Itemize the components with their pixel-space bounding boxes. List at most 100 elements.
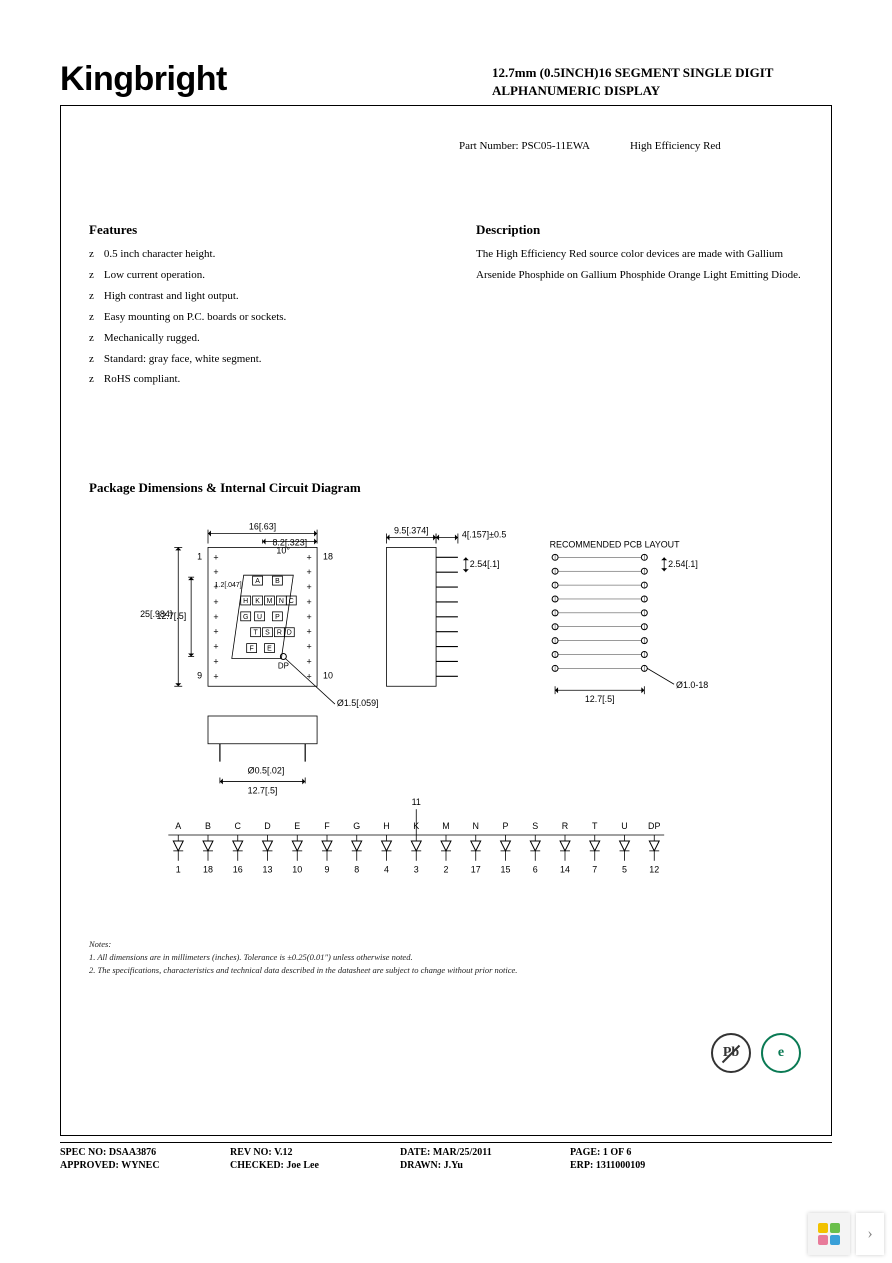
feature-item: Standard: gray face, white segment. — [89, 349, 416, 370]
note-2: 2. The specifications, characteristics a… — [89, 964, 803, 977]
svg-text:1.2[.047]: 1.2[.047] — [215, 582, 242, 589]
svg-text:DP: DP — [278, 662, 289, 671]
page-no: PAGE: 1 OF 6 — [570, 1147, 710, 1158]
svg-text:+: + — [307, 582, 312, 592]
svg-text:G: G — [243, 614, 248, 621]
svg-text:7: 7 — [592, 865, 597, 875]
svg-text:DP: DP — [648, 821, 660, 831]
drawn: DRAWN: J.Yu — [400, 1160, 540, 1171]
datasheet-page: Kingbright 12.7mm (0.5INCH)16 SEGMENT SI… — [0, 0, 892, 1263]
svg-text:17: 17 — [471, 865, 481, 875]
note-1: 1. All dimensions are in millimeters (in… — [89, 951, 803, 964]
svg-text:10°: 10° — [276, 546, 290, 556]
svg-text:+: + — [213, 568, 218, 578]
rev-no: REV NO: V.12 — [230, 1147, 370, 1158]
svg-text:H: H — [243, 598, 248, 605]
svg-text:+: + — [213, 597, 218, 607]
svg-text:9: 9 — [197, 671, 202, 681]
svg-text:+: + — [307, 672, 312, 682]
part-number: Part Number: PSC05-11EWA — [459, 140, 590, 152]
rohs-icon: e — [761, 1033, 801, 1073]
header-row: Kingbright 12.7mm (0.5INCH)16 SEGMENT SI… — [60, 60, 832, 99]
svg-text:1: 1 — [176, 865, 181, 875]
svg-text:A: A — [255, 578, 260, 585]
description-heading: Description — [476, 222, 803, 238]
features-list: 0.5 inch character height.Low current op… — [89, 244, 416, 390]
svg-text:2.54[.1]: 2.54[.1] — [470, 560, 500, 570]
svg-text:4[.157]±0.5: 4[.157]±0.5 — [462, 530, 507, 540]
svg-text:C: C — [235, 821, 242, 831]
svg-text:9.5[.374]: 9.5[.374] — [394, 526, 429, 536]
svg-text:+: + — [213, 627, 218, 637]
brand-logo: Kingbright — [60, 60, 227, 99]
svg-text:2.54[.1]: 2.54[.1] — [668, 560, 698, 570]
approved: APPROVED: WYNEC — [60, 1160, 200, 1171]
svg-text:+: + — [307, 627, 312, 637]
svg-text:P: P — [275, 614, 280, 621]
svg-text:F: F — [324, 821, 330, 831]
svg-text:+: + — [307, 657, 312, 667]
svg-text:14: 14 — [560, 865, 570, 875]
svg-text:D: D — [287, 630, 292, 637]
svg-text:D: D — [264, 821, 270, 831]
svg-text:3: 3 — [414, 865, 419, 875]
svg-text:T: T — [592, 821, 598, 831]
svg-text:K: K — [255, 598, 260, 605]
svg-text:B: B — [275, 578, 280, 585]
svg-text:+: + — [307, 612, 312, 622]
svg-text:+: + — [307, 642, 312, 652]
svg-text:8: 8 — [354, 865, 359, 875]
svg-text:9: 9 — [325, 865, 330, 875]
svg-text:Ø1.0-18: Ø1.0-18 — [676, 681, 708, 691]
svg-text:+: + — [213, 612, 218, 622]
checked: CHECKED: Joe Lee — [230, 1160, 370, 1171]
svg-text:13: 13 — [263, 865, 273, 875]
svg-text:S: S — [265, 630, 270, 637]
feature-item: 0.5 inch character height. — [89, 244, 416, 265]
svg-text:Ø0.5[.02]: Ø0.5[.02] — [248, 766, 285, 776]
svg-text:2: 2 — [444, 865, 449, 875]
viewer-logo-icon[interactable] — [808, 1213, 850, 1255]
footer-row-2: APPROVED: WYNEC CHECKED: Joe Lee DRAWN: … — [60, 1160, 832, 1171]
svg-text:B: B — [205, 821, 211, 831]
svg-text:18: 18 — [203, 865, 213, 875]
svg-text:U: U — [621, 821, 627, 831]
pinwheel-icon — [818, 1223, 840, 1245]
svg-text:F: F — [250, 646, 254, 653]
chevron-right-icon: › — [867, 1225, 872, 1243]
svg-text:E: E — [267, 646, 272, 653]
svg-text:16[.63]: 16[.63] — [249, 522, 276, 532]
viewer-thumbnail-nav: › — [808, 1213, 884, 1255]
svg-text:18: 18 — [323, 552, 333, 562]
svg-text:10: 10 — [323, 671, 333, 681]
svg-text:+: + — [213, 553, 218, 563]
svg-text:5: 5 — [622, 865, 627, 875]
svg-text:R: R — [562, 821, 569, 831]
svg-text:+: + — [213, 672, 218, 682]
svg-text:+: + — [213, 657, 218, 667]
features-heading: Features — [89, 222, 416, 238]
features-description-row: Features 0.5 inch character height.Low c… — [89, 222, 803, 390]
svg-text:R: R — [277, 630, 282, 637]
notes-block: Notes: 1. All dimensions are in millimet… — [89, 938, 803, 976]
svg-text:Ø1.5[.059]: Ø1.5[.059] — [337, 698, 379, 708]
pb-free-icon: Pb — [711, 1033, 751, 1073]
features-col: Features 0.5 inch character height.Low c… — [89, 222, 416, 390]
certification-badges: Pb e — [711, 1033, 801, 1073]
title-line-2: ALPHANUMERIC DISPLAY — [492, 82, 832, 100]
package-heading: Package Dimensions & Internal Circuit Di… — [89, 480, 803, 496]
description-text: The High Efficiency Red source color dev… — [476, 244, 803, 286]
part-color: High Efficiency Red — [630, 140, 721, 152]
svg-text:P: P — [503, 821, 509, 831]
notes-heading: Notes: — [89, 938, 803, 951]
next-page-button[interactable]: › — [856, 1213, 884, 1255]
feature-item: Low current operation. — [89, 265, 416, 286]
svg-text:1: 1 — [197, 552, 202, 562]
feature-item: Easy mounting on P.C. boards or sockets. — [89, 307, 416, 328]
svg-text:M: M — [267, 598, 273, 605]
part-number-row: Part Number: PSC05-11EWA High Efficiency… — [459, 140, 803, 152]
title-line-1: 12.7mm (0.5INCH)16 SEGMENT SINGLE DIGIT — [492, 64, 832, 82]
svg-text:G: G — [353, 821, 360, 831]
svg-text:12.7[.5]: 12.7[.5] — [156, 611, 186, 621]
feature-item: RoHS compliant. — [89, 369, 416, 390]
